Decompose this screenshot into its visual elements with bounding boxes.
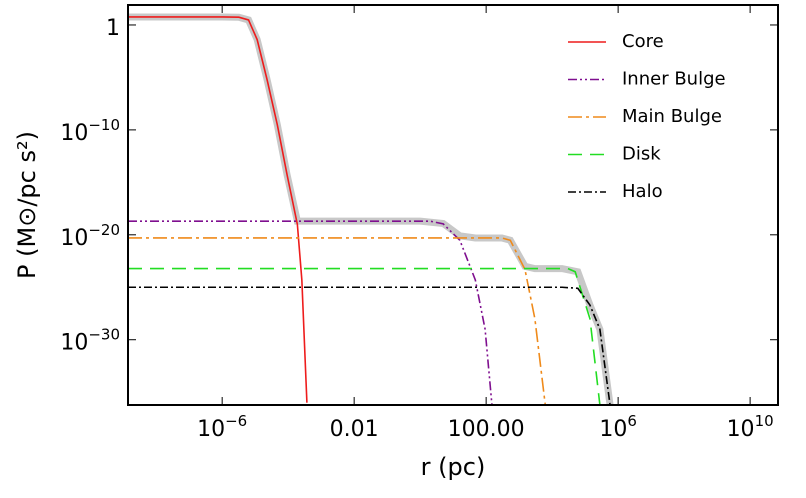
x-tick-label: 10−6 — [197, 412, 247, 443]
y-tick-label: 10−10 — [60, 115, 120, 146]
legend-label: Inner Bulge — [622, 69, 726, 90]
x-axis-label: r (pc) — [421, 453, 486, 481]
y-tick-label: 1 — [106, 16, 120, 41]
plot-area — [128, 13, 614, 405]
legend-label: Disk — [622, 144, 661, 165]
y-tick-label: 10−30 — [60, 325, 120, 356]
legend-label: Main Bulge — [622, 106, 722, 127]
series-line — [128, 237, 547, 405]
y-tick-label: 10−20 — [60, 220, 120, 251]
x-tick-label: 0.01 — [330, 417, 379, 442]
y-axis-label: P (M⊙/pc s²) — [13, 131, 41, 279]
series-line — [128, 267, 601, 405]
x-tick-label: 100.00 — [448, 417, 525, 442]
legend-label: Core — [622, 31, 664, 52]
legend-label: Halo — [622, 181, 663, 202]
plot-frame — [127, 4, 779, 406]
series-line — [128, 220, 493, 405]
series-line — [128, 286, 611, 405]
x-tick-label: 1010 — [727, 412, 774, 443]
x-tick-label: 106 — [599, 412, 637, 443]
series-line — [128, 16, 308, 403]
